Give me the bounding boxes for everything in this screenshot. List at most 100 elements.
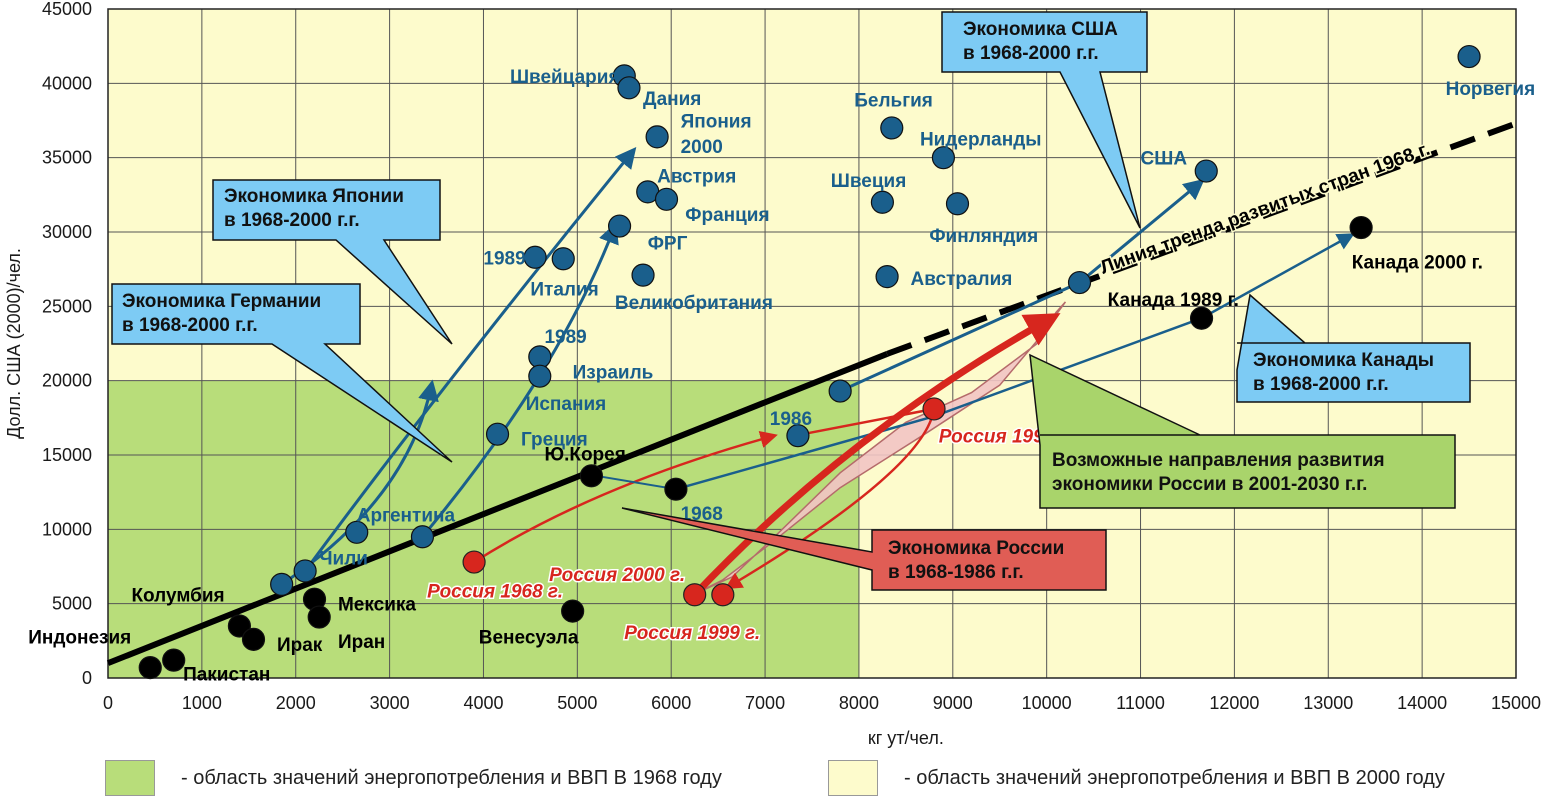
russia-1968-1986-arrow <box>473 430 778 564</box>
callout-russia-future-text: экономики России в 2001-2030 г.г. <box>1052 474 1367 495</box>
data-point-blue <box>410 525 435 549</box>
point-label: Иран <box>338 632 385 653</box>
point-label: Дания <box>643 89 701 110</box>
point-label: Нидерланды <box>920 129 1042 150</box>
callout-canada-text: в 1968-2000 г.г. <box>1253 374 1389 395</box>
callout-russia-text: Экономика России <box>888 538 1064 559</box>
y-tick-label: 5000 <box>52 594 92 614</box>
data-point-black <box>664 477 688 501</box>
data-point-black <box>1189 306 1214 330</box>
data-point-black <box>307 605 331 629</box>
point-label: Греция <box>521 430 588 451</box>
callout-russia-text: в 1968-1986 г.г. <box>888 562 1024 583</box>
x-tick-label: 5000 <box>557 693 597 713</box>
point-label: 1989 <box>544 327 586 348</box>
legend-swatch-1968 <box>105 760 155 796</box>
y-tick-label: 20000 <box>42 371 92 391</box>
callout-russia-future: Возможные направления развития экономики … <box>1029 353 1456 509</box>
point-label: Израиль <box>573 363 654 384</box>
point-label: Россия 1999 г. <box>624 623 760 644</box>
point-label: Канада 1989 г. <box>1108 290 1239 311</box>
point-label: Пакистан <box>183 665 270 686</box>
x-tick-label: 4000 <box>463 693 503 713</box>
point-label: Бельгия <box>854 91 933 112</box>
callout-germany-shape <box>111 283 453 463</box>
data-points-layer <box>138 44 1481 680</box>
data-point-blue <box>551 247 575 271</box>
legend-label-2000: - область значений энергопотребления и В… <box>904 766 1445 789</box>
data-point-blue <box>528 364 552 388</box>
russia-future-arrow <box>692 313 1061 598</box>
point-label: Австрия <box>657 167 736 188</box>
y-axis-label: Долл. США (2000)/чел. <box>4 248 24 439</box>
data-point-blue <box>786 424 810 448</box>
point-label: Россия 1968 г. <box>427 581 563 602</box>
data-point-red <box>683 583 707 607</box>
point-label: США <box>1141 149 1188 170</box>
x-tick-label: 11000 <box>1116 693 1165 713</box>
x-tick-label: 2000 <box>276 693 316 713</box>
data-point-black <box>241 627 266 651</box>
data-point-red <box>922 397 946 421</box>
korea-connector <box>595 474 677 491</box>
data-point-blue <box>631 263 655 287</box>
callout-japan: Экономика Японии в 1968-2000 г.г. <box>212 179 453 345</box>
data-point-black <box>227 614 252 638</box>
point-label: Канада 2000 г. <box>1352 253 1483 274</box>
point-label: 1986 <box>770 409 812 430</box>
data-point-black <box>138 655 162 680</box>
data-point-blue <box>1457 44 1481 69</box>
point-label: Мексика <box>338 595 416 616</box>
point-label: 2000 <box>681 137 723 158</box>
callout-germany-text: в 1968-2000 г.г. <box>122 315 258 336</box>
point-label: Колумбия <box>131 586 224 607</box>
callout-germany: Экономика Германии в 1968-2000 г.г. <box>111 283 453 463</box>
data-point-blue <box>645 125 669 149</box>
data-point-blue <box>870 190 895 214</box>
point-label: Норвегия <box>1446 79 1536 100</box>
x-tick-label: 14000 <box>1397 693 1447 713</box>
callout-canada-shape <box>1236 293 1471 403</box>
callout-canada-text: Экономика Канады <box>1253 350 1434 371</box>
callout-japan-text: Экономика Японии <box>224 186 404 207</box>
x-tick-label: 12000 <box>1209 693 1259 713</box>
japan-trajectory-arrow <box>303 146 637 572</box>
point-label: Венесуэла <box>479 627 579 648</box>
x-tick-label: 9000 <box>933 693 973 713</box>
legend-swatch-2000 <box>828 760 878 796</box>
point-label: Италия <box>530 279 598 300</box>
y-tick-label: 15000 <box>42 445 92 465</box>
grid-layer <box>107 8 1517 679</box>
canada-trajectory-arrow <box>675 233 1355 491</box>
russia-1986-1991-line <box>802 407 935 436</box>
energy-gdp-chart: 0 1000 2000 3000 4000 5000 6000 7000 8000 9000 100… <box>4 0 1541 748</box>
x-tick-label: 1000 <box>182 693 222 713</box>
point-label: Швеция <box>831 171 907 192</box>
data-point-blue <box>270 572 294 596</box>
point-label: Франция <box>685 205 769 226</box>
data-point-black <box>1349 215 1373 240</box>
data-point-blue <box>1067 270 1092 295</box>
data-point-blue <box>945 192 970 216</box>
y-tick-label: 35000 <box>42 148 92 168</box>
legend-label-1968: - область значений энергопотребления и В… <box>181 766 722 789</box>
callout-usa-text: в 1968-2000 г.г. <box>963 43 1099 64</box>
callout-russia: Экономика России в 1968-1986 г.г. <box>621 507 1107 591</box>
x-tick-label: 10000 <box>1022 693 1072 713</box>
x-tick-label: 3000 <box>370 693 410 713</box>
x-tick-label: 13000 <box>1303 693 1353 713</box>
data-point-blue <box>523 245 547 269</box>
point-label: Финляндия <box>929 226 1038 247</box>
data-point-black <box>561 599 585 623</box>
data-point-black <box>579 464 604 488</box>
data-point-blue <box>293 559 317 583</box>
x-tick-label: 6000 <box>651 693 691 713</box>
data-point-black <box>162 648 186 672</box>
callout-usa: Экономика США в 1968-2000 г.г. <box>941 11 1148 229</box>
callout-russia-future-text: Возможные направления развития <box>1052 450 1385 471</box>
point-label: Испания <box>526 394 607 415</box>
callout-russia-shape <box>621 507 1107 591</box>
data-point-red <box>462 550 486 574</box>
point-label: Великобритания <box>615 293 773 314</box>
